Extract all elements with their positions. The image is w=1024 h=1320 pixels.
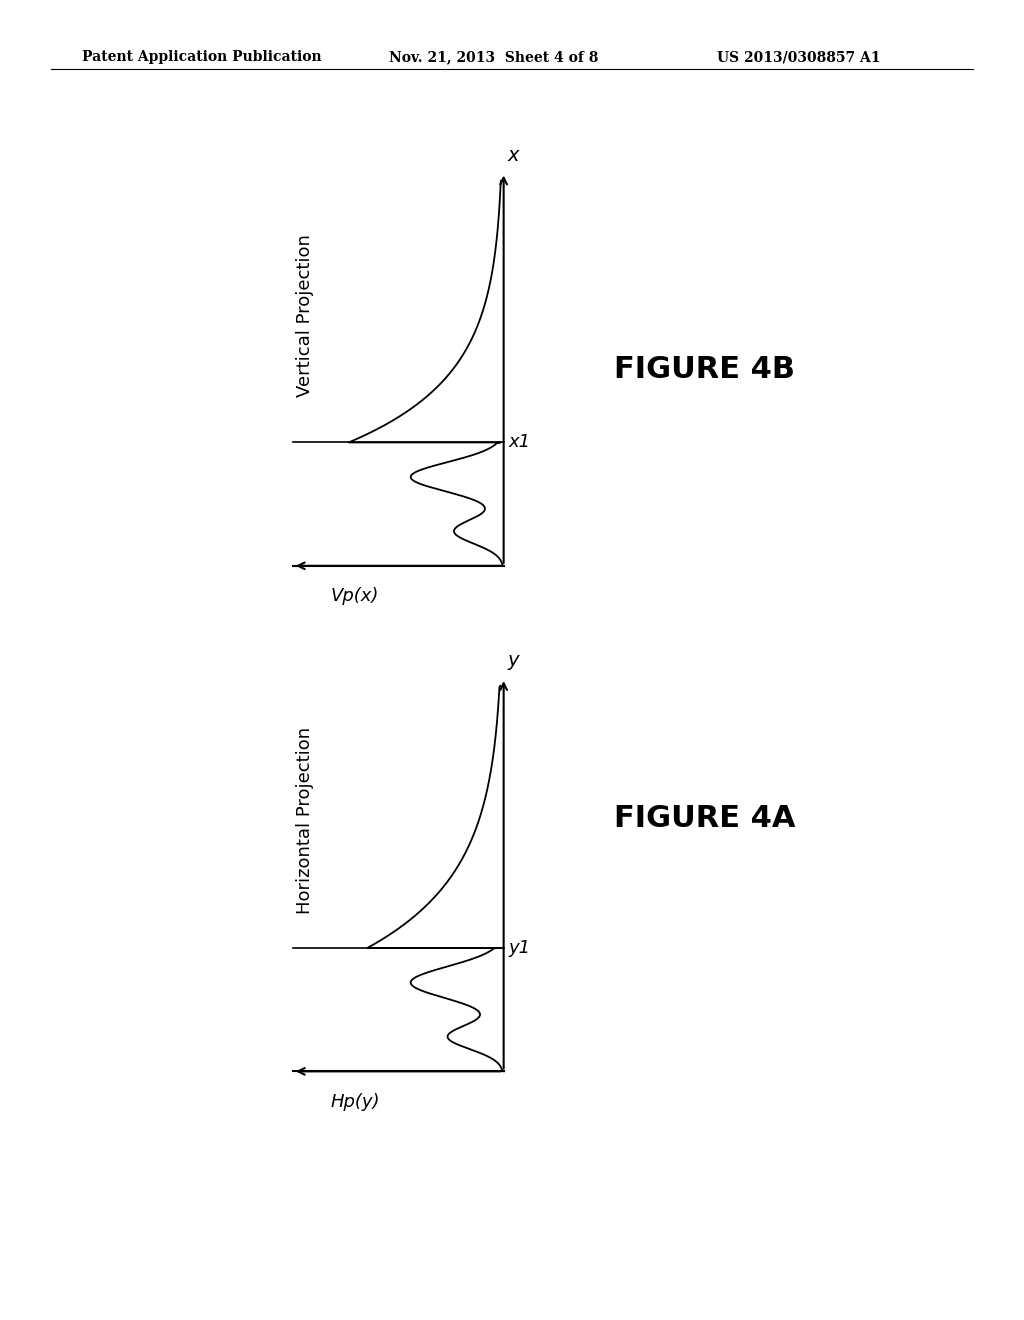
Text: Hp(y): Hp(y) [330, 1093, 380, 1110]
Text: Horizontal Projection: Horizontal Projection [296, 727, 314, 915]
Text: Vp(x): Vp(x) [330, 587, 379, 605]
Text: Nov. 21, 2013  Sheet 4 of 8: Nov. 21, 2013 Sheet 4 of 8 [389, 50, 598, 65]
Text: FIGURE 4B: FIGURE 4B [614, 355, 796, 384]
Text: y: y [507, 652, 519, 671]
Text: US 2013/0308857 A1: US 2013/0308857 A1 [717, 50, 881, 65]
Text: x: x [507, 147, 519, 165]
Text: x1: x1 [509, 433, 530, 451]
Text: Vertical Projection: Vertical Projection [296, 234, 314, 397]
Text: FIGURE 4A: FIGURE 4A [614, 804, 796, 833]
Text: y1: y1 [509, 939, 530, 957]
Text: Patent Application Publication: Patent Application Publication [82, 50, 322, 65]
